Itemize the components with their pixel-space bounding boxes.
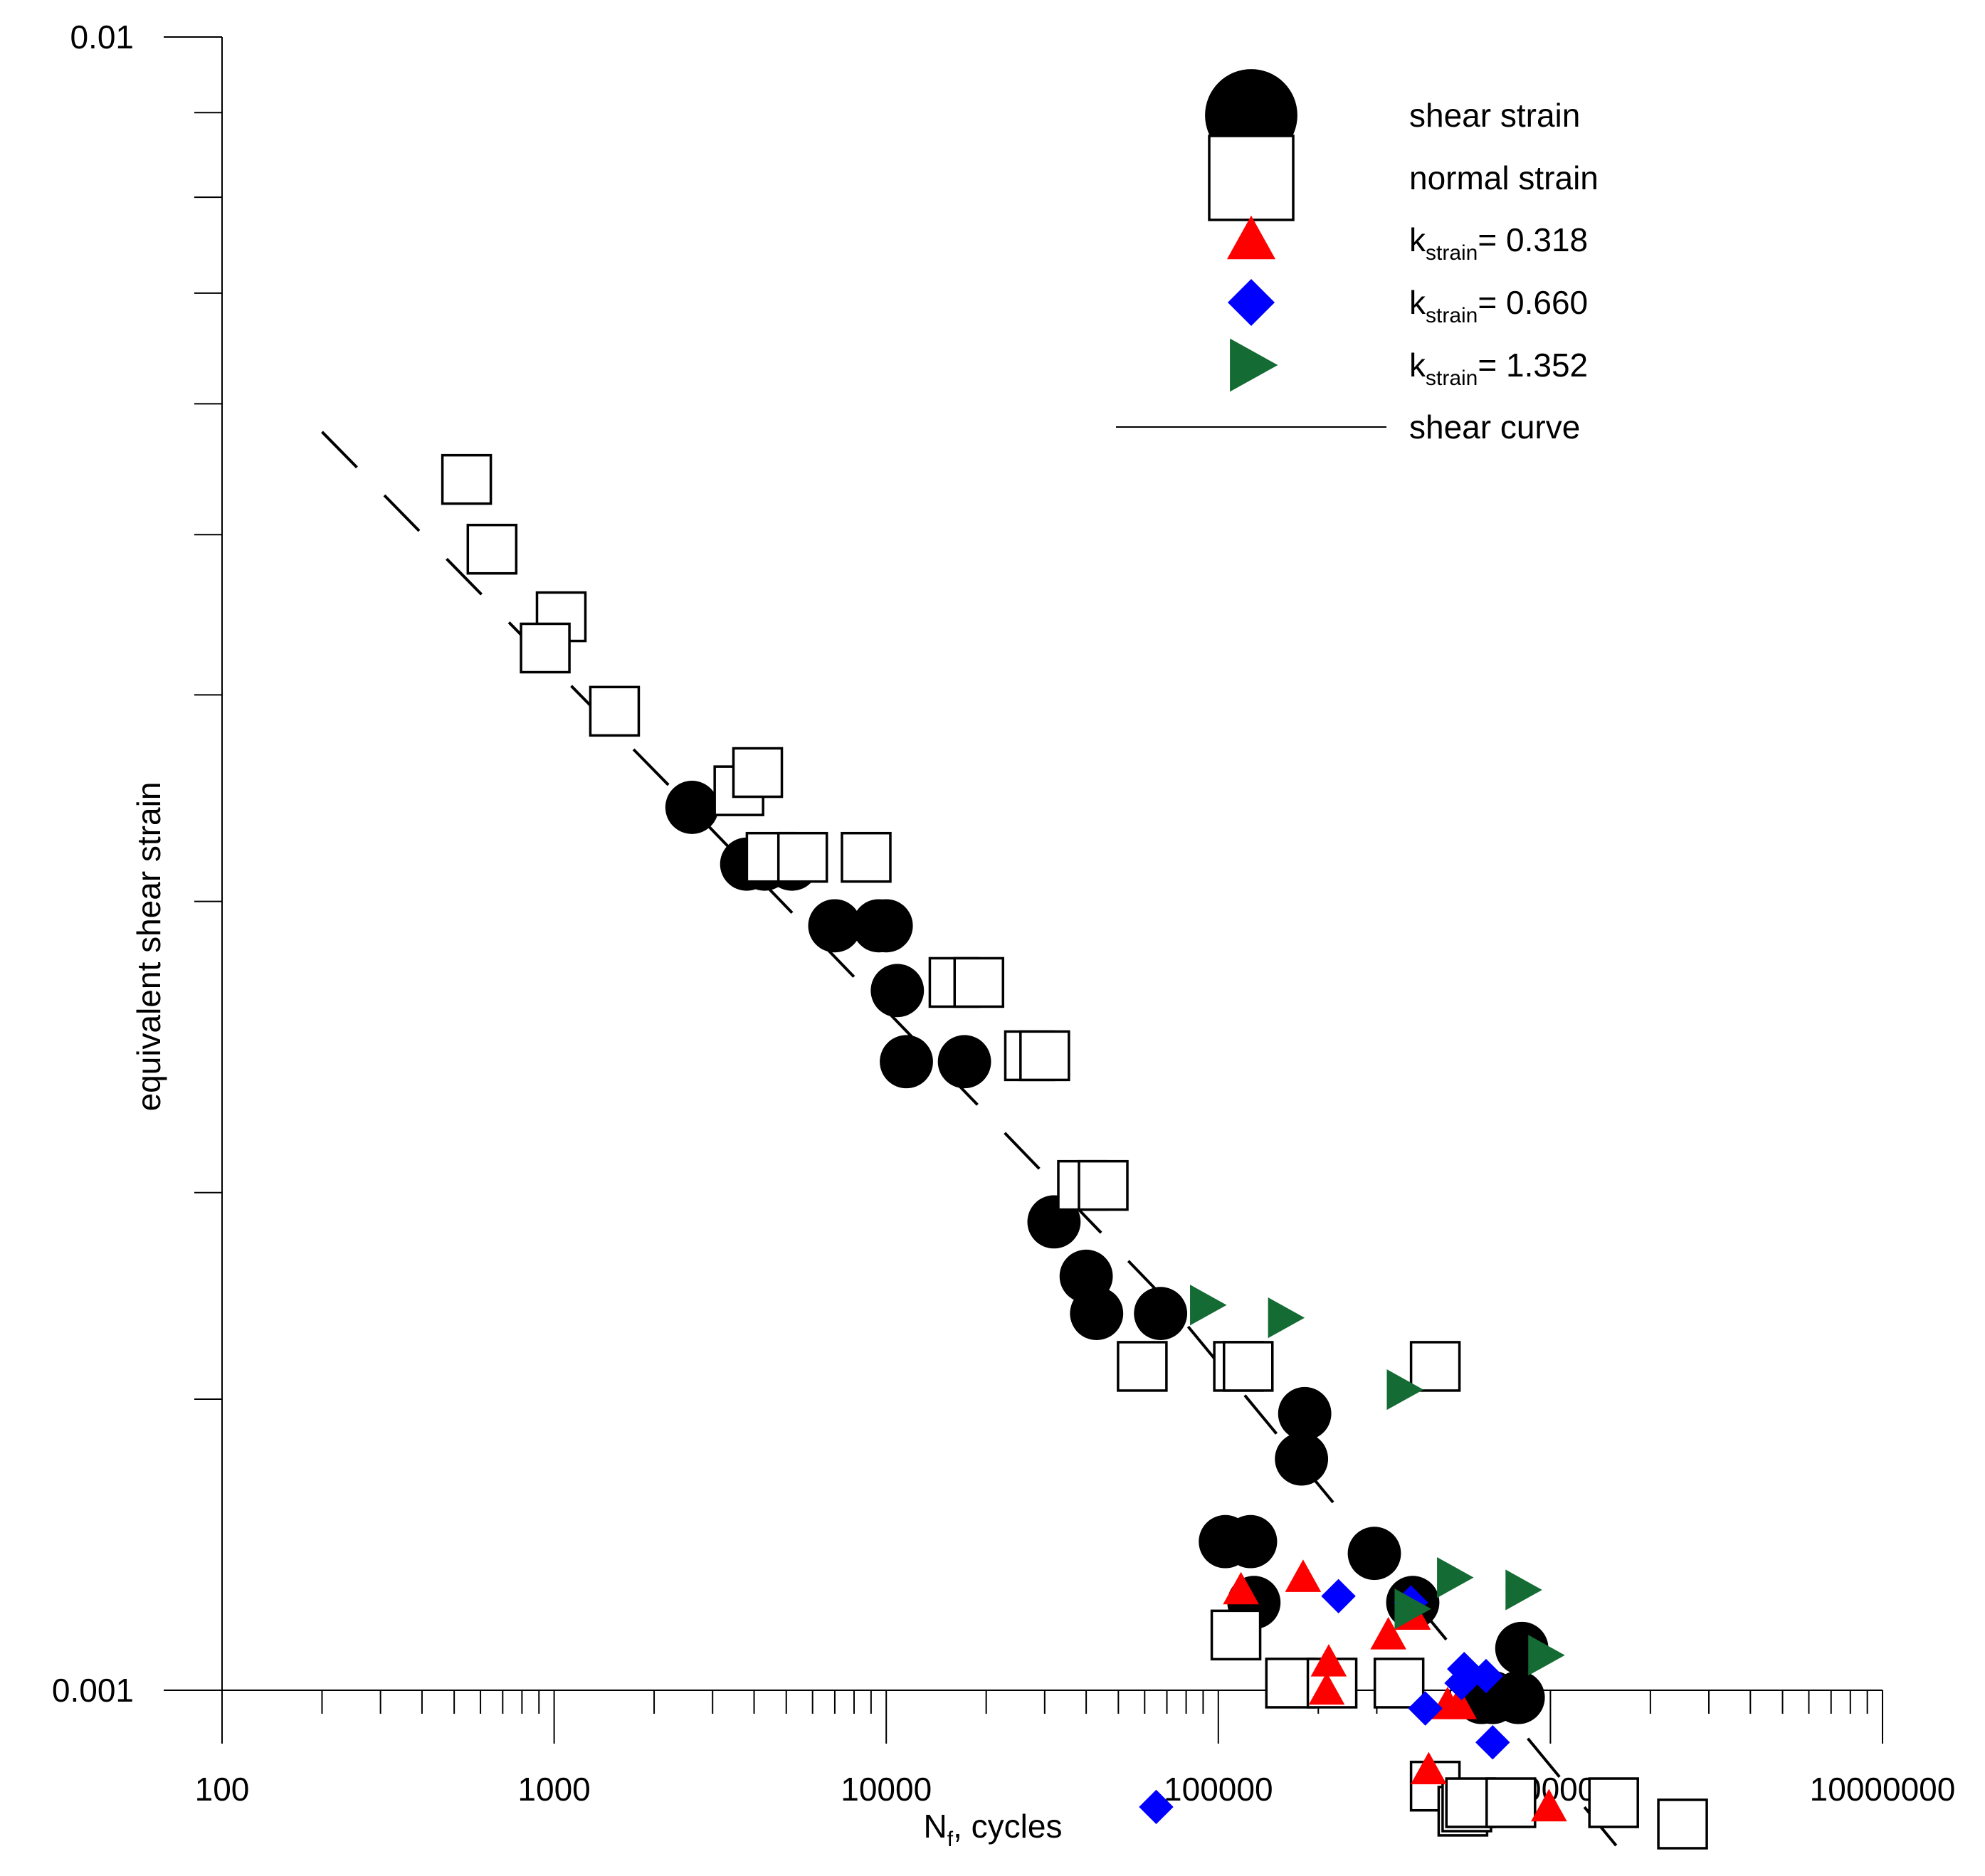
square-point bbox=[1078, 1159, 1129, 1211]
circle-point bbox=[1275, 1432, 1329, 1486]
square-point bbox=[776, 831, 828, 883]
legend-label: kstrain= 1.352 bbox=[1409, 347, 1588, 390]
square-point bbox=[520, 622, 571, 674]
circle-point bbox=[665, 781, 719, 834]
circle-point bbox=[859, 899, 913, 953]
square-point bbox=[1588, 1777, 1639, 1828]
shear-curve bbox=[321, 431, 1637, 1870]
legend-label: shear curve bbox=[1409, 409, 1580, 446]
triangle-right-point bbox=[1268, 1297, 1305, 1339]
square-point bbox=[732, 747, 784, 799]
legend-marker-diamond bbox=[1228, 279, 1275, 326]
triangle-right-point bbox=[1386, 1369, 1423, 1411]
triangle-right-point bbox=[1394, 1588, 1431, 1630]
diamond-point bbox=[1321, 1579, 1356, 1614]
square-point bbox=[1117, 1341, 1168, 1392]
y-tick-label: 0.01 bbox=[70, 19, 134, 56]
circle-point bbox=[1278, 1386, 1332, 1440]
data-points bbox=[441, 453, 1708, 1850]
triangle-right-point bbox=[1190, 1285, 1227, 1326]
circle-point bbox=[880, 1035, 933, 1089]
circle-point bbox=[1491, 1670, 1545, 1724]
triangle-up-point bbox=[1308, 1672, 1345, 1705]
square-point bbox=[1019, 1030, 1070, 1082]
triangle-right-point bbox=[1505, 1569, 1542, 1611]
y-axis-title: equivalent shear strain bbox=[130, 782, 167, 1112]
x-tick-label: 10000 bbox=[841, 1771, 932, 1808]
square-point bbox=[441, 453, 493, 505]
shear-curve-line bbox=[321, 431, 1637, 1870]
circle-point bbox=[1070, 1287, 1124, 1341]
square-point bbox=[1485, 1777, 1537, 1828]
triangle-right-point bbox=[1437, 1557, 1474, 1598]
triangle-up-point bbox=[1223, 1571, 1259, 1605]
legend: shear strain normal strain kstrain= 0.318 k… bbox=[1116, 69, 1599, 446]
square-point bbox=[841, 831, 892, 883]
circle-point bbox=[1134, 1287, 1188, 1341]
circle-point bbox=[1347, 1527, 1401, 1581]
diamond-point bbox=[1468, 1658, 1504, 1694]
x-tick-label: 1000 bbox=[517, 1771, 590, 1808]
triangle-up-point bbox=[1285, 1559, 1322, 1592]
legend-marker-square bbox=[1208, 135, 1295, 221]
diamond-point bbox=[1408, 1691, 1443, 1726]
square-point bbox=[1373, 1658, 1425, 1709]
diamond-point bbox=[1444, 1665, 1479, 1701]
square-point bbox=[589, 685, 641, 737]
triangle-up-point bbox=[1441, 1687, 1478, 1719]
triangle-up-point bbox=[1370, 1617, 1406, 1650]
diamond-point bbox=[1139, 1789, 1174, 1825]
square-point bbox=[466, 523, 518, 575]
legend-label: kstrain= 0.660 bbox=[1409, 284, 1588, 327]
x-tick-label: 100000 bbox=[1164, 1771, 1273, 1808]
x-tick-label: 10000000 bbox=[1810, 1771, 1956, 1808]
legend-marker-triangle-up bbox=[1226, 215, 1276, 260]
square-point bbox=[1210, 1609, 1262, 1661]
x-axis-title: Nf, cycles bbox=[924, 1808, 1063, 1851]
square-point bbox=[953, 957, 1005, 1008]
diamond-point bbox=[1475, 1725, 1510, 1760]
circle-point bbox=[870, 964, 925, 1018]
triangle-right-point bbox=[1528, 1635, 1565, 1676]
square-point bbox=[1222, 1341, 1274, 1392]
triangle-up-point bbox=[1531, 1788, 1567, 1822]
legend-label: shear strain bbox=[1409, 97, 1580, 134]
legend-label: kstrain= 0.318 bbox=[1409, 221, 1588, 265]
triangle-up-point bbox=[1411, 1751, 1447, 1785]
square-point bbox=[1409, 1341, 1461, 1392]
circle-point bbox=[808, 899, 862, 953]
circle-point bbox=[1223, 1514, 1278, 1569]
square-point bbox=[1657, 1798, 1708, 1850]
circle-point bbox=[937, 1035, 991, 1089]
triangle-up-point bbox=[1310, 1644, 1347, 1677]
legend-marker-triangle-right bbox=[1230, 338, 1278, 392]
y-tick-label: 0.001 bbox=[52, 1672, 134, 1709]
legend-label: normal strain bbox=[1409, 159, 1599, 196]
x-tick-label: 100 bbox=[195, 1771, 250, 1808]
axes: 100 1000 10000 100000 1000000 100000000.0010.… bbox=[52, 19, 1955, 1808]
